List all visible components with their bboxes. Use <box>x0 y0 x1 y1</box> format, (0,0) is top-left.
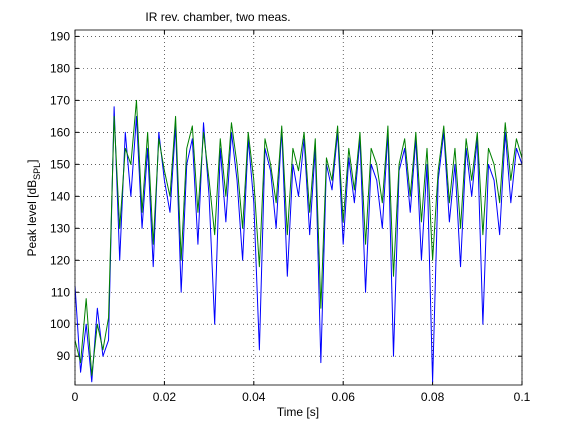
y-label-subscript: SPL <box>32 163 42 180</box>
plot-area <box>75 30 522 385</box>
x-axis-label: Time [s] <box>277 405 319 419</box>
y-tick-label: 150 <box>50 157 70 171</box>
y-tick-label: 140 <box>50 189 70 203</box>
x-tick-label: 0.08 <box>421 390 445 404</box>
y-tick-label: 170 <box>50 93 70 107</box>
chart-title: IR rev. chamber, two meas. <box>145 10 290 24</box>
x-tick-label: 0.06 <box>332 390 356 404</box>
data-line <box>75 106 522 383</box>
y-axis-label: Peak level [dBSPL] <box>25 159 42 256</box>
axes-box <box>74 29 523 386</box>
y-tick-label: 120 <box>50 253 70 267</box>
lines <box>75 99 522 383</box>
y-tick-label: 160 <box>50 125 70 139</box>
y-label-text: Peak level [dB <box>25 180 39 257</box>
x-tick-label: 0.1 <box>514 390 531 404</box>
y-label-suffix: ] <box>25 159 39 162</box>
y-tick-label: 100 <box>50 317 70 331</box>
y-tick-label: 110 <box>51 285 70 299</box>
y-tick-label: 90 <box>57 349 71 363</box>
x-tick-label: 0.02 <box>153 390 177 404</box>
x-tick-label: 0 <box>72 390 79 404</box>
y-tick-label: 180 <box>50 61 70 75</box>
y-tick-label: 190 <box>50 29 70 43</box>
y-tick-label: 130 <box>50 221 70 235</box>
data-line <box>75 99 522 376</box>
x-tick-label: 0.04 <box>242 390 266 404</box>
